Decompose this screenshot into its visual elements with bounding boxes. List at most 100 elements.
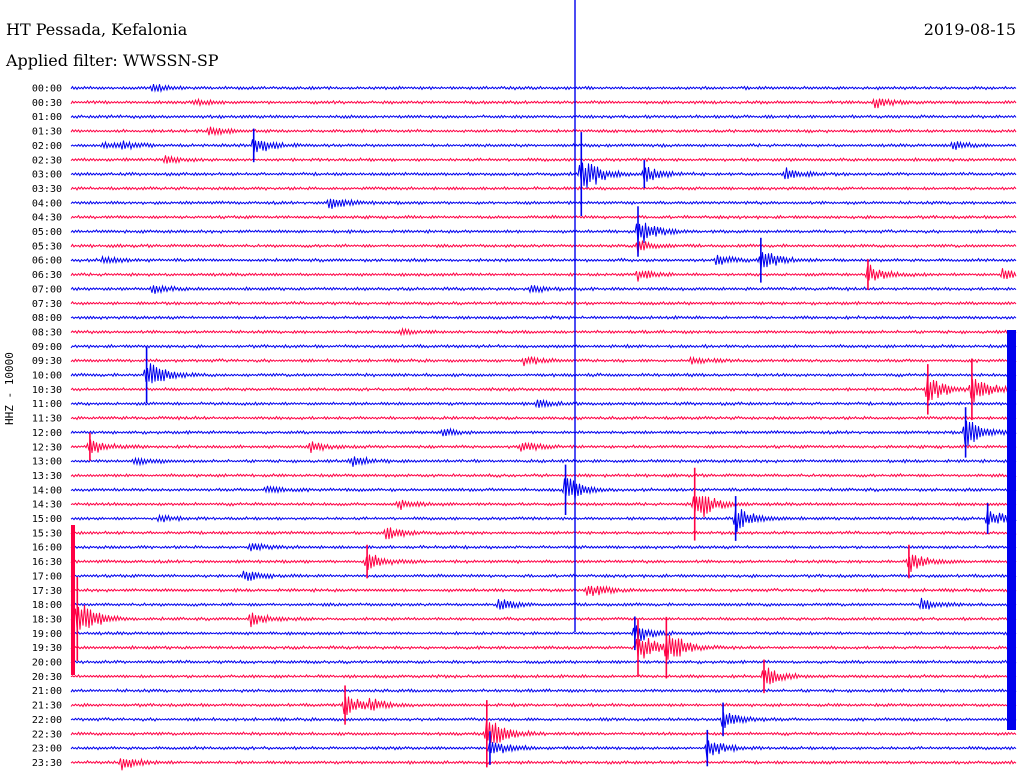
time-label: 11:30 <box>32 414 62 425</box>
trace-row <box>70 604 1017 630</box>
trace-row <box>70 659 1017 665</box>
time-label: 04:00 <box>32 198 62 209</box>
time-label: 01:00 <box>32 112 62 123</box>
trace-row <box>70 252 1017 270</box>
time-label: 05:00 <box>32 227 62 238</box>
time-label: 16:00 <box>32 543 62 554</box>
time-label: 12:00 <box>32 428 62 439</box>
time-label: 20:30 <box>32 672 62 683</box>
time-label: 13:30 <box>32 471 62 482</box>
time-label: 15:00 <box>32 514 62 525</box>
time-label: 17:30 <box>32 586 62 597</box>
trace-row <box>70 97 1017 109</box>
filter-label: Applied filter: WWSSN-SP <box>6 51 219 70</box>
trace-row <box>70 240 1017 254</box>
trace-row <box>70 126 1017 137</box>
trace-row <box>70 139 1017 153</box>
trace-row <box>70 585 1017 596</box>
trace-row <box>70 570 1017 581</box>
time-label: 08:00 <box>32 313 62 324</box>
trace-row <box>70 597 1017 610</box>
trace-row <box>70 398 1017 409</box>
trace-row <box>70 326 1017 337</box>
time-label: 07:30 <box>32 299 62 310</box>
trace-row <box>70 300 1017 306</box>
time-label: 08:30 <box>32 327 62 338</box>
trace-row <box>70 222 1017 244</box>
time-label: 17:00 <box>32 571 62 582</box>
time-label: 01:30 <box>32 127 62 138</box>
time-label: 16:30 <box>32 557 62 568</box>
time-label: 14:00 <box>32 485 62 496</box>
time-label: 06:30 <box>32 270 62 281</box>
time-label: 02:00 <box>32 141 62 152</box>
trace-row <box>70 214 1017 220</box>
trace-row <box>70 478 1017 500</box>
time-label: 13:00 <box>32 457 62 468</box>
time-label: 18:30 <box>32 614 62 625</box>
saturated-edge <box>1007 330 1016 730</box>
trace-row <box>70 314 1017 321</box>
time-label: 21:30 <box>32 701 62 712</box>
trace-row <box>70 420 1017 446</box>
trace-row <box>70 554 1017 573</box>
time-label: 19:30 <box>32 643 62 654</box>
time-label: 05:30 <box>32 241 62 252</box>
trace-row <box>70 740 1017 760</box>
time-label: 00:00 <box>32 84 62 95</box>
trace-row <box>70 635 1017 660</box>
trace-row <box>70 198 1017 209</box>
trace-row <box>70 355 1017 367</box>
time-label: 11:00 <box>32 399 62 410</box>
trace-row <box>70 114 1017 120</box>
time-label: 09:00 <box>32 342 62 353</box>
trace-row <box>70 162 1017 189</box>
trace-row <box>70 154 1017 165</box>
trace-row <box>70 284 1017 295</box>
trace-row <box>70 496 1017 518</box>
time-label: 22:30 <box>32 729 62 740</box>
trace-row <box>70 667 1017 685</box>
time-labels: 00:00 00:30 01:00 01:30 02:00 02:30 03:00 03:30… <box>32 84 62 769</box>
trace-row <box>70 343 1017 350</box>
time-label: 04:30 <box>32 213 62 224</box>
date-label: 2019-08-15 <box>923 20 1016 39</box>
trace-row <box>70 712 1017 728</box>
time-label: 23:00 <box>32 744 62 755</box>
trace-row <box>70 363 1017 384</box>
trace-row <box>70 696 1017 715</box>
event-spikes <box>71 0 1016 768</box>
trace-row <box>70 757 1017 771</box>
time-label: 20:00 <box>32 658 62 669</box>
time-label: 03:00 <box>32 170 62 181</box>
trace-row <box>70 509 1017 533</box>
time-label: 00:30 <box>32 98 62 109</box>
time-label: 19:00 <box>32 629 62 640</box>
time-label: 03:30 <box>32 184 62 195</box>
time-label: 09:30 <box>32 356 62 367</box>
time-label: 07:00 <box>32 284 62 295</box>
trace-row <box>70 455 1017 467</box>
time-label: 18:00 <box>32 600 62 611</box>
saturated-edge <box>71 525 75 675</box>
trace-row <box>70 527 1017 540</box>
station-title: HT Pessada, Kefalonia <box>6 20 188 39</box>
trace-row <box>70 83 1017 93</box>
trace-row <box>70 185 1017 192</box>
trace-row <box>70 687 1017 694</box>
trace-row <box>70 542 1017 552</box>
trace-row <box>70 720 1017 744</box>
time-label: 14:30 <box>32 500 62 511</box>
time-label: 21:00 <box>32 686 62 697</box>
time-label: 22:00 <box>32 715 62 726</box>
time-label: 10:00 <box>32 371 62 382</box>
time-label: 06:00 <box>32 256 62 267</box>
trace-row <box>70 439 1017 453</box>
time-label: 23:30 <box>32 758 62 769</box>
trace-row <box>70 264 1017 282</box>
trace-row <box>70 472 1017 479</box>
traces <box>70 83 1017 771</box>
time-label: 15:30 <box>32 528 62 539</box>
time-label: 02:30 <box>32 155 62 166</box>
